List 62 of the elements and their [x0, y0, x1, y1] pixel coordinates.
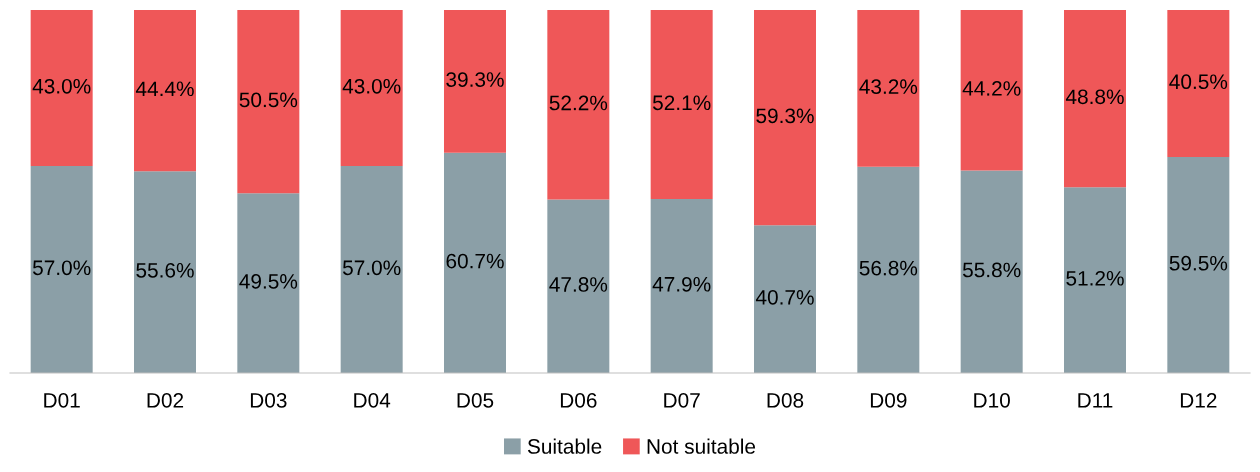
data-label: 44.2%: [962, 81, 1021, 96]
x-tick-label: D12: [1180, 392, 1217, 408]
bar: [1064, 10, 1126, 188]
bar: [134, 171, 196, 373]
data-label: 52.1%: [652, 95, 711, 111]
data-label: 59.5%: [1169, 255, 1228, 271]
data-label: 43.0%: [342, 78, 401, 94]
legend-label: Suitable: [527, 438, 602, 454]
x-tick-label: D11: [1078, 393, 1113, 408]
data-label: 52.2%: [549, 95, 608, 111]
bar: [1167, 10, 1230, 158]
bar: [444, 10, 506, 153]
data-label: 59.3%: [756, 108, 814, 124]
data-label: 40.7%: [755, 289, 814, 305]
bar: [754, 10, 816, 226]
bar: [547, 199, 610, 373]
x-tick-label: D06: [560, 392, 597, 408]
bar: [340, 10, 403, 167]
bar: [444, 152, 506, 373]
data-label: 56.8%: [859, 260, 918, 276]
data-label: 44.4%: [135, 81, 194, 97]
data-label: 57.0%: [342, 260, 401, 276]
data-label: 39.3%: [446, 72, 504, 87]
x-tick-label: D01: [44, 392, 80, 408]
data-label: 55.6%: [136, 262, 194, 278]
data-label: 60.7%: [446, 253, 504, 269]
data-label: 57.0%: [32, 260, 91, 276]
data-label: 50.5%: [239, 92, 298, 108]
bar: [754, 225, 816, 373]
data-label: 40.5%: [1169, 74, 1228, 90]
data-label: 43.0%: [32, 78, 91, 94]
bar: [134, 10, 196, 172]
data-label: 55.8%: [962, 262, 1021, 278]
bar: [547, 10, 610, 200]
x-tick-label: D03: [250, 392, 287, 408]
legend-label: Not suitable: [647, 438, 756, 454]
bar: [960, 170, 1023, 373]
data-label: 51.2%: [1066, 270, 1124, 286]
bar: [1167, 157, 1230, 373]
data-label: 48.8%: [1065, 89, 1124, 105]
bar: [857, 166, 920, 373]
x-tick-label: D10: [974, 392, 1010, 408]
x-tick-label: D08: [767, 392, 804, 408]
bar: [30, 166, 93, 373]
x-tick-label: D05: [457, 392, 494, 408]
bar: [237, 10, 300, 194]
bar: [650, 199, 713, 373]
bar: [340, 166, 403, 373]
bar: [30, 10, 93, 167]
x-tick-label: D07: [664, 392, 700, 408]
data-label: 43.2%: [859, 79, 918, 94]
bar: [650, 10, 713, 200]
bar: [1064, 187, 1126, 373]
x-tick-label: D04: [354, 392, 391, 408]
x-tick-label: D09: [870, 392, 907, 408]
data-label: 47.9%: [652, 276, 711, 292]
data-label: 47.8%: [549, 277, 608, 292]
x-tick-label: D02: [147, 392, 184, 408]
data-label: 49.5%: [239, 274, 298, 289]
bar: [237, 193, 300, 373]
bar: [960, 10, 1023, 171]
bar: [857, 10, 920, 167]
